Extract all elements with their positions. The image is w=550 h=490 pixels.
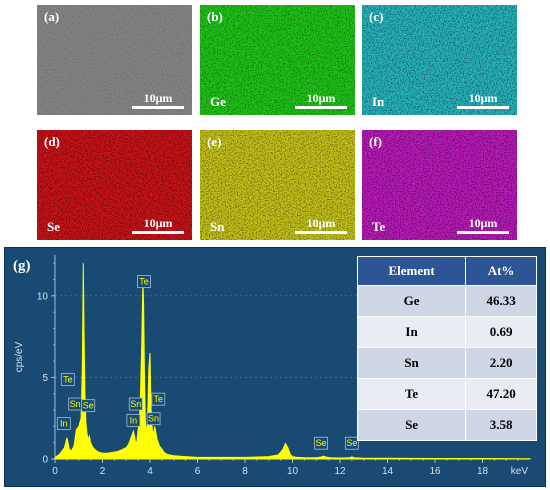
x-tick-label: 2 bbox=[100, 466, 106, 477]
map-panel: (a) 10μm bbox=[37, 5, 192, 115]
spectrum-series bbox=[54, 263, 531, 460]
panel-label: (e) bbox=[207, 134, 222, 149]
table-cell-element: Ge bbox=[356, 285, 467, 317]
peak-label: Sn bbox=[130, 399, 141, 409]
map-panel: (c) In 10μm bbox=[362, 5, 517, 115]
panel-label: (b) bbox=[207, 9, 223, 24]
y-tick-label: 0 bbox=[42, 455, 48, 466]
map-image bbox=[362, 5, 517, 115]
table-cell-value: 3.58 bbox=[465, 409, 537, 441]
scale-bar: 10μm bbox=[132, 217, 184, 234]
peak-label-box bbox=[137, 275, 151, 289]
peak-label-box bbox=[128, 397, 143, 411]
map-image bbox=[37, 5, 192, 115]
x-tick-label: 4 bbox=[147, 466, 153, 477]
scale-bar: 10μm bbox=[132, 92, 184, 109]
scale-bar-line bbox=[132, 231, 184, 234]
map-image bbox=[200, 130, 355, 240]
x-tick-label: 8 bbox=[242, 466, 248, 477]
peak-label-box bbox=[151, 392, 166, 406]
element-label: In bbox=[372, 94, 385, 109]
peak-label-box bbox=[146, 412, 161, 426]
table-row: Sn 2.20 bbox=[356, 347, 537, 379]
map-panel: (e) Sn 10μm bbox=[200, 130, 355, 240]
scale-bar-label: 10μm bbox=[468, 216, 498, 230]
scale-bar-line bbox=[295, 231, 347, 234]
x-axis-label: keV bbox=[511, 466, 529, 477]
element-label: Sn bbox=[210, 219, 225, 234]
scale-bar-label: 10μm bbox=[143, 91, 173, 105]
x-tick-label: 0 bbox=[52, 466, 58, 477]
map-image bbox=[200, 5, 355, 115]
element-label: Ge bbox=[210, 94, 226, 109]
peak-label-box bbox=[60, 373, 75, 386]
table-cell-value: 47.20 bbox=[465, 378, 537, 410]
x-tick-label: 10 bbox=[287, 466, 299, 477]
table-cell-element: Se bbox=[356, 409, 467, 441]
composition-table: Element At% Ge 46.33 In 0.69 Sn 2.20 Te … bbox=[356, 256, 537, 441]
table-header-row: Element At% bbox=[356, 256, 537, 286]
panel-label: (f) bbox=[369, 134, 382, 149]
table-cell-element: In bbox=[356, 316, 467, 348]
panel-label: (d) bbox=[44, 134, 60, 149]
scale-bar-line bbox=[457, 231, 509, 234]
x-tick-label: 16 bbox=[429, 466, 441, 477]
table-row: Ge 46.33 bbox=[356, 285, 537, 317]
scale-bar: 10μm bbox=[457, 92, 509, 109]
peak-label: In bbox=[130, 415, 138, 425]
map-panel: (f) Te 10μm bbox=[362, 130, 517, 240]
peak-label: In bbox=[60, 419, 68, 429]
x-tick-label: 14 bbox=[382, 466, 394, 477]
table-cell-element: Sn bbox=[356, 347, 467, 379]
scale-bar-line bbox=[295, 106, 347, 109]
scale-bar: 10μm bbox=[295, 217, 347, 234]
element-label: Se bbox=[47, 219, 60, 234]
map-image bbox=[37, 130, 192, 240]
eds-spectrum-panel: 0 2 4 6 8 10 12 14 16 18 0 5 10 keV cps/eV In Te Sn Se In Sn… bbox=[4, 247, 546, 487]
table-cell-value: 2.20 bbox=[465, 347, 537, 379]
peak-label: Te bbox=[139, 277, 149, 287]
scale-bar-label: 10μm bbox=[143, 216, 173, 230]
x-tick-label: 6 bbox=[195, 466, 201, 477]
peak-label: Te bbox=[63, 375, 73, 385]
table-row: Se 3.58 bbox=[356, 409, 537, 441]
scale-bar: 10μm bbox=[457, 217, 509, 234]
peak-label: Se bbox=[346, 438, 357, 448]
panel-label: (a) bbox=[44, 9, 60, 24]
peak-label: Se bbox=[315, 438, 326, 448]
element-label: Te bbox=[372, 219, 386, 234]
table-cell-value: 0.69 bbox=[465, 316, 537, 348]
scale-bar-line bbox=[132, 106, 184, 109]
scale-bar-label: 10μm bbox=[306, 91, 336, 105]
x-tick-label: 12 bbox=[334, 466, 346, 477]
scale-bar-line bbox=[457, 106, 509, 109]
peak-label-box bbox=[344, 436, 359, 450]
panel-label-g: (g) bbox=[13, 258, 31, 274]
table-row: In 0.69 bbox=[356, 316, 537, 348]
peak-label-box bbox=[126, 413, 141, 427]
header-at-percent: At% bbox=[465, 256, 537, 286]
peak-label: Sn bbox=[70, 399, 81, 409]
panel-label: (c) bbox=[369, 9, 384, 24]
map-panel: (b) Ge 10μm bbox=[200, 5, 355, 115]
y-tick-label: 5 bbox=[42, 373, 48, 384]
peak-label-box bbox=[56, 417, 71, 431]
peak-label: Sn bbox=[148, 414, 159, 424]
scale-bar-label: 10μm bbox=[306, 216, 336, 230]
map-panel: (d) Se 10μm bbox=[37, 130, 192, 240]
table-cell-element: Te bbox=[356, 378, 467, 410]
y-tick-label: 10 bbox=[37, 291, 49, 302]
scale-bar-label: 10μm bbox=[468, 91, 498, 105]
header-element: Element bbox=[356, 256, 467, 286]
x-tick-label: 18 bbox=[477, 466, 489, 477]
y-axis-label: cps/eV bbox=[14, 341, 25, 372]
table-row: Te 47.20 bbox=[356, 378, 537, 410]
peak-label: Se bbox=[83, 401, 94, 411]
scale-bar: 10μm bbox=[295, 92, 347, 109]
peak-label: Te bbox=[154, 394, 164, 404]
table-cell-value: 46.33 bbox=[465, 285, 537, 317]
peak-label-box bbox=[314, 436, 328, 450]
peak-label-box bbox=[81, 399, 96, 413]
map-image bbox=[362, 130, 517, 240]
